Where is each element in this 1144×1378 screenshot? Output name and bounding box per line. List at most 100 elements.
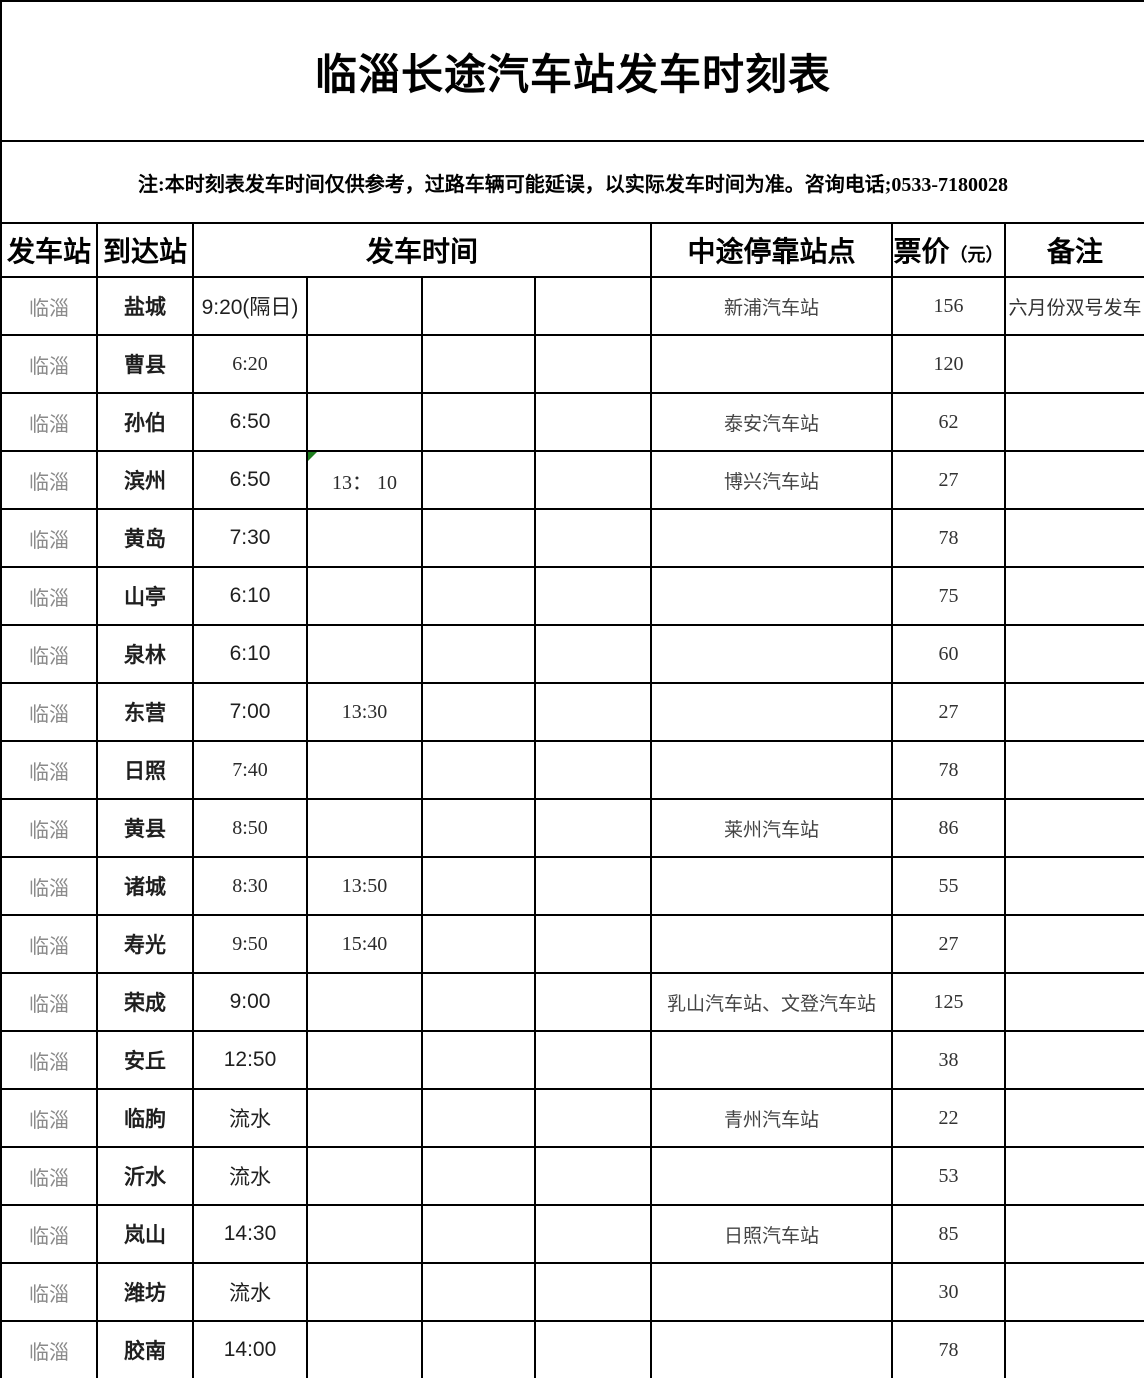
stops-cell: 泰安汽车站 [650, 392, 893, 452]
time-cell: 6:10 [192, 624, 308, 684]
table-row: 临淄 东营 7:00 13:30 27 [0, 682, 1144, 742]
price-cell: 125 [891, 972, 1006, 1032]
arrival-station-cell: 孙伯 [96, 392, 194, 452]
header-remarks: 备注 [1003, 222, 1144, 278]
remark-cell [1003, 450, 1144, 510]
time-cell: 7:30 [192, 508, 308, 568]
table-row: 临淄 滨州 6:50 13： 10 博兴汽车站 27 [0, 450, 1144, 510]
table-row: 临淄 荣成 9:00 乳山汽车站、文登汽车站 125 [0, 972, 1144, 1032]
time-cell [421, 624, 536, 684]
time-cell: 14:00 [192, 1320, 308, 1378]
header-departure-time: 发车时间 [192, 222, 652, 278]
arrival-station-cell: 泉林 [96, 624, 194, 684]
price-cell: 156 [891, 276, 1006, 336]
remark-cell [1003, 566, 1144, 626]
time-cell [534, 1146, 652, 1206]
departure-station-cell: 临淄 [0, 334, 98, 394]
stops-cell: 青州汽车站 [650, 1088, 893, 1148]
stops-cell: 新浦汽车站 [650, 276, 893, 336]
time-cell [534, 624, 652, 684]
time-cell [534, 798, 652, 858]
arrival-station-cell: 日照 [96, 740, 194, 800]
price-cell: 27 [891, 914, 1006, 974]
time-cell: 流水 [192, 1146, 308, 1206]
stops-cell: 莱州汽车站 [650, 798, 893, 858]
departure-station-cell: 临淄 [0, 624, 98, 684]
time-cell [534, 334, 652, 394]
remark-cell [1003, 1204, 1144, 1264]
time-cell: 流水 [192, 1088, 308, 1148]
arrival-station-cell: 曹县 [96, 334, 194, 394]
time-cell: 9:50 [192, 914, 308, 974]
departure-station-cell: 临淄 [0, 1146, 98, 1206]
arrival-station-cell: 安丘 [96, 1030, 194, 1090]
remark-cell [1003, 392, 1144, 452]
time-cell [421, 450, 536, 510]
remark-cell [1003, 334, 1144, 394]
time-cell [421, 566, 536, 626]
table-row: 临淄 寿光 9:50 15:40 27 [0, 914, 1144, 974]
table-row: 临淄 泉林 6:10 60 [0, 624, 1144, 684]
price-cell: 78 [891, 740, 1006, 800]
stops-cell [650, 740, 893, 800]
header-price-label: 票价 [893, 237, 950, 268]
time-cell [421, 682, 536, 742]
time-cell [534, 740, 652, 800]
departure-station-cell: 临淄 [0, 972, 98, 1032]
stops-cell: 博兴汽车站 [650, 450, 893, 510]
time-cell: 9:00 [192, 972, 308, 1032]
time-cell [421, 1320, 536, 1378]
price-cell: 86 [891, 798, 1006, 858]
time-cell: 6:20 [192, 334, 308, 394]
stops-cell [650, 624, 893, 684]
time-cell [534, 566, 652, 626]
note-text: 注:本时刻表发车时间仅供参考，过路车辆可能延误，以实际发车时间为准。咨询电话;0… [0, 140, 1144, 224]
time-cell [306, 624, 423, 684]
header-price: 票价（元） [891, 222, 1006, 278]
time-cell [421, 914, 536, 974]
comment-flag-icon [309, 453, 317, 461]
time-cell [534, 972, 652, 1032]
time-cell [421, 798, 536, 858]
time-cell [421, 1088, 536, 1148]
time-cell [306, 508, 423, 568]
stops-cell [650, 334, 893, 394]
time-cell [534, 276, 652, 336]
header-arrival-station: 到达站 [96, 222, 194, 278]
time-cell [421, 276, 536, 336]
price-cell: 60 [891, 624, 1006, 684]
time-cell [306, 334, 423, 394]
time-cell [534, 1030, 652, 1090]
table-row: 临淄 山亭 6:10 75 [0, 566, 1144, 626]
stops-cell [650, 914, 893, 974]
price-cell: 53 [891, 1146, 1006, 1206]
note-row: 注:本时刻表发车时间仅供参考，过路车辆可能延误，以实际发车时间为准。咨询电话;0… [0, 140, 1144, 224]
arrival-station-cell: 山亭 [96, 566, 194, 626]
remark-cell [1003, 682, 1144, 742]
time-cell [534, 1320, 652, 1378]
time-cell [534, 682, 652, 742]
remark-cell [1003, 972, 1144, 1032]
table-row: 临淄 临朐 流水 青州汽车站 22 [0, 1088, 1144, 1148]
stops-cell [650, 566, 893, 626]
time-cell [421, 334, 536, 394]
arrival-station-cell: 滨州 [96, 450, 194, 510]
table-row: 临淄 黄岛 7:30 78 [0, 508, 1144, 568]
arrival-station-cell: 寿光 [96, 914, 194, 974]
time-cell [306, 1262, 423, 1322]
departure-station-cell: 临淄 [0, 682, 98, 742]
time-cell [534, 1088, 652, 1148]
table-row: 临淄 孙伯 6:50 泰安汽车站 62 [0, 392, 1144, 452]
time-cell [421, 1204, 536, 1264]
remark-cell [1003, 798, 1144, 858]
time-cell [306, 1320, 423, 1378]
remark-cell [1003, 624, 1144, 684]
header-row: 发车站 到达站 发车时间 中途停靠站点 票价（元） 备注 [0, 222, 1144, 278]
time-cell [421, 392, 536, 452]
remark-cell [1003, 508, 1144, 568]
time-cell [421, 1146, 536, 1206]
time-cell [421, 972, 536, 1032]
stops-cell [650, 1030, 893, 1090]
